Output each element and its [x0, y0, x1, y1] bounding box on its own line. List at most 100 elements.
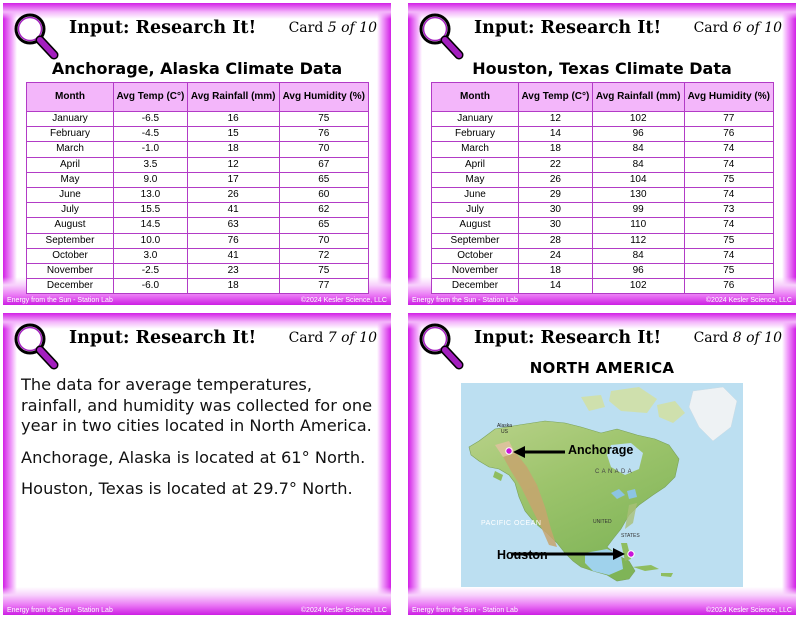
footer-left: Energy from the Sun - Station Lab — [7, 607, 113, 614]
month-cell: August — [431, 217, 519, 234]
month-cell: May — [26, 171, 114, 188]
rainfall-cell: 41 — [186, 247, 280, 264]
map-label-pacific-ocean: PACIFIC OCEAN — [481, 520, 541, 527]
rainfall-cell: 16 — [186, 110, 280, 128]
table-row: May 26 104 75 — [431, 171, 775, 188]
month-cell: October — [26, 247, 114, 264]
rainfall-cell: 96 — [591, 262, 685, 280]
rainfall-cell: 130 — [591, 186, 685, 204]
humidity-cell: 60 — [278, 186, 370, 204]
paragraph: Houston, Texas is located at 29.7° North… — [21, 479, 353, 498]
table-heading: Houston, Texas Climate Data — [472, 59, 732, 78]
footer-copyright: ©2024 Kesler Science, LLC — [300, 607, 387, 614]
table-row: March -1.0 18 70 — [26, 141, 370, 158]
month-cell: November — [431, 262, 519, 280]
column-header: Avg Humidity (%) — [683, 82, 775, 112]
footer-copyright: ©2024 Kesler Science, LLC — [300, 297, 387, 304]
rainfall-cell: 63 — [186, 217, 280, 234]
humidity-cell: 73 — [683, 202, 775, 219]
map-label-alaska: Alaska — [497, 423, 512, 429]
rainfall-cell: 18 — [186, 278, 280, 295]
table-row: October 24 84 74 — [431, 247, 775, 264]
temp-cell: -6.5 — [113, 110, 188, 128]
column-header: Avg Temp (C°) — [518, 82, 593, 112]
temp-cell: 12 — [518, 110, 593, 128]
houston-marker — [627, 550, 635, 558]
month-cell: December — [431, 278, 519, 295]
humidity-cell: 74 — [683, 186, 775, 204]
humidity-cell: 65 — [278, 171, 370, 188]
table-row: November -2.5 23 75 — [26, 262, 370, 280]
month-cell: February — [431, 126, 519, 143]
table-row: November 18 96 75 — [431, 262, 775, 280]
humidity-cell: 75 — [278, 110, 370, 128]
temp-cell: 14 — [518, 126, 593, 143]
card-number: Card 6 of 10 — [693, 20, 782, 36]
humidity-cell: 77 — [278, 278, 370, 295]
card-title: Input: Research It! — [69, 18, 257, 38]
houston-arrowhead — [613, 548, 625, 560]
rainfall-cell: 26 — [186, 186, 280, 204]
column-header: Avg Rainfall (mm) — [186, 82, 280, 112]
card-title: Input: Research It! — [474, 328, 662, 348]
table-row: June 13.0 26 60 — [26, 186, 370, 204]
footer-copyright: ©2024 Kesler Science, LLC — [705, 297, 792, 304]
temp-cell: 22 — [518, 156, 593, 173]
column-header: Month — [431, 82, 519, 112]
rainfall-cell: 18 — [186, 141, 280, 158]
anchorage-arrowhead — [513, 446, 525, 458]
month-cell: September — [26, 232, 114, 249]
map-label-alaska-country: US — [501, 429, 509, 435]
humidity-cell: 77 — [683, 110, 775, 128]
card-8: Input: Research It! Card 8 of 10 NORTH A… — [408, 313, 796, 615]
month-cell: March — [431, 141, 519, 158]
month-cell: July — [431, 202, 519, 219]
magnifying-glass-icon — [419, 13, 464, 60]
temp-cell: 13.0 — [113, 186, 188, 204]
humidity-cell: 65 — [278, 217, 370, 234]
table-row: July 30 99 73 — [431, 202, 775, 219]
rainfall-cell: 23 — [186, 262, 280, 280]
magnifying-glass-icon — [14, 13, 59, 60]
column-header: Avg Humidity (%) — [278, 82, 370, 112]
temp-cell: -1.0 — [113, 141, 188, 158]
humidity-cell: 74 — [683, 247, 775, 264]
table-row: June 29 130 74 — [431, 186, 775, 204]
table-row: May 9.0 17 65 — [26, 171, 370, 188]
humidity-cell: 75 — [683, 232, 775, 249]
humidity-cell: 76 — [278, 126, 370, 143]
footer-left: Energy from the Sun - Station Lab — [412, 607, 518, 614]
table-row: December 14 102 76 — [431, 278, 775, 295]
rainfall-cell: 110 — [591, 217, 685, 234]
rainfall-cell: 102 — [591, 110, 685, 128]
rainfall-cell: 112 — [591, 232, 685, 249]
paragraph: Anchorage, Alaska is located at 61° Nort… — [21, 447, 366, 467]
table-row: August 30 110 74 — [431, 217, 775, 234]
temp-cell: -6.0 — [113, 278, 188, 295]
humidity-cell: 76 — [683, 126, 775, 143]
humidity-cell: 76 — [683, 278, 775, 295]
month-cell: March — [26, 141, 114, 158]
humidity-cell: 74 — [683, 217, 775, 234]
temp-cell: 14.5 — [113, 217, 188, 234]
table-row: October 3.0 41 72 — [26, 247, 370, 264]
anchorage-marker — [505, 447, 513, 455]
rainfall-cell: 96 — [591, 126, 685, 143]
card-5: Input: Research It! Card 5 of 10 Anchora… — [3, 3, 391, 305]
column-header: Month — [26, 82, 114, 112]
humidity-cell: 75 — [683, 262, 775, 280]
rainfall-cell: 17 — [186, 171, 280, 188]
card-title: Input: Research It! — [474, 18, 662, 38]
card-number: Card 7 of 10 — [288, 330, 377, 346]
table-row: April 22 84 74 — [431, 156, 775, 173]
table-header-row: Month Avg Temp (C°) Avg Rainfall (mm) Av… — [26, 82, 370, 112]
temp-cell: 26 — [518, 171, 593, 188]
card-7: Input: Research It! Card 7 of 10 The dat… — [3, 313, 391, 615]
rainfall-cell: 84 — [591, 247, 685, 264]
temp-cell: 3.0 — [113, 247, 188, 264]
map-label-united: UNITED — [593, 519, 612, 525]
north-america-map: Alaska US C A N A D A PACIFIC OCEAN UNIT… — [461, 383, 743, 587]
month-cell: April — [431, 156, 519, 173]
footer-left: Energy from the Sun - Station Lab — [7, 297, 113, 304]
card-body-text: The data for average temperatures, rainf… — [21, 375, 377, 511]
